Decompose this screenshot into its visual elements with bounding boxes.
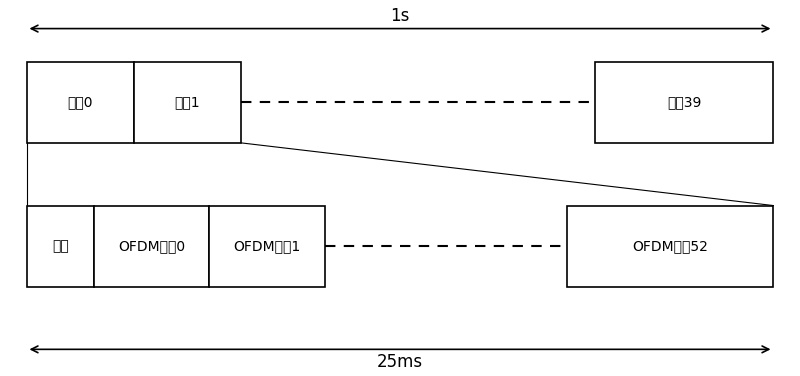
Bar: [26, 206, 94, 287]
Text: 1s: 1s: [390, 7, 410, 25]
Text: 25ms: 25ms: [377, 353, 423, 371]
Bar: [134, 62, 241, 143]
Bar: [94, 206, 210, 287]
Text: OFDM符号52: OFDM符号52: [632, 239, 708, 253]
Bar: [567, 206, 774, 287]
Text: 时陑1: 时陑1: [174, 96, 200, 109]
Bar: [594, 62, 774, 143]
Bar: [26, 62, 134, 143]
Text: OFDM符号0: OFDM符号0: [118, 239, 186, 253]
Bar: [210, 206, 325, 287]
Text: OFDM符号1: OFDM符号1: [234, 239, 301, 253]
Text: 时陑0: 时陑0: [67, 96, 93, 109]
Text: 时隅39: 时隅39: [667, 96, 702, 109]
Text: 信标: 信标: [52, 239, 69, 253]
